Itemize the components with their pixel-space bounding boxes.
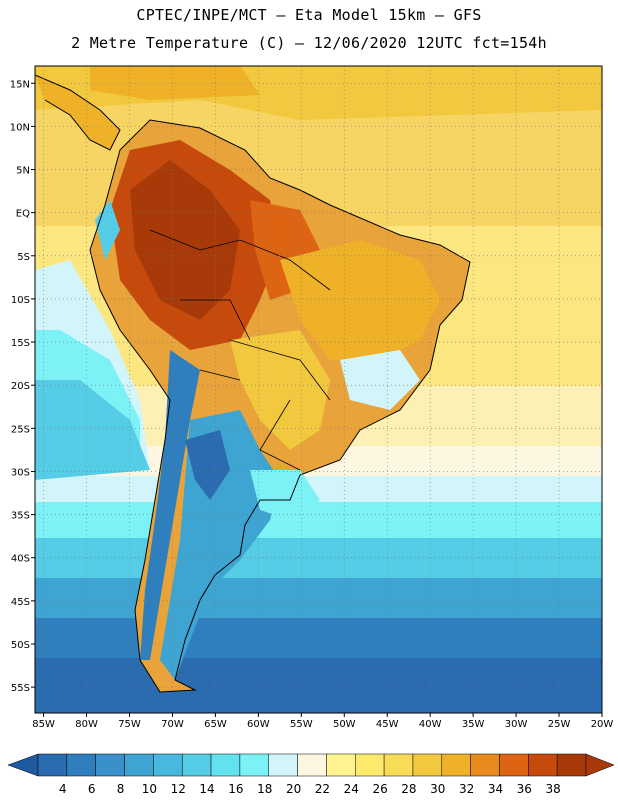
- lon-label: 85W: [32, 719, 55, 730]
- colorbar-label: 22: [315, 782, 330, 796]
- colorbar-swatch: [95, 753, 125, 777]
- map-title-line-2: 2 Metre Temperature (C) – 12/06/2020 12U…: [71, 34, 547, 52]
- lat-label: 10N: [10, 122, 30, 133]
- lon-label: 20W: [591, 719, 614, 730]
- lat-label: 10S: [11, 295, 30, 306]
- lon-label: 35W: [462, 719, 485, 730]
- colorbar-swatch: [297, 753, 327, 777]
- colorbar-label: 24: [344, 782, 359, 796]
- colorbar-label: 32: [459, 782, 474, 796]
- colorbar-label: 10: [142, 782, 157, 796]
- lat-label: 50S: [11, 640, 30, 651]
- colorbar-swatch: [153, 753, 183, 777]
- colorbar-swatch: [124, 753, 154, 777]
- colorbar-label: 16: [228, 782, 243, 796]
- colorbar-swatch: [239, 753, 269, 777]
- lat-label: 30S: [11, 467, 30, 478]
- colorbar-swatch: [412, 753, 443, 777]
- lon-label: 45W: [376, 719, 399, 730]
- colorbar-swatch: [181, 753, 212, 777]
- lon-label: 40W: [419, 719, 442, 730]
- map-gridlines: [31, 66, 603, 717]
- colorbar-label: 30: [430, 782, 445, 796]
- colorbar-swatch: [383, 753, 414, 777]
- lon-label: 75W: [118, 719, 141, 730]
- colorbar-label: 4: [59, 782, 67, 796]
- colorbar-swatch: [499, 753, 529, 777]
- colorbar-label: 38: [546, 782, 561, 796]
- colorbar-label: 34: [488, 782, 503, 796]
- colorbar: 4 6 8 10 12 14 16 18 20 22 24 26 28 30 32 34 36 38: [7, 753, 615, 796]
- lon-label: 60W: [247, 719, 270, 730]
- colorbar-min-arrow: [7, 753, 39, 777]
- lon-label: 50W: [333, 719, 356, 730]
- colorbar-swatch: [268, 753, 298, 777]
- lat-label: 55S: [11, 683, 30, 694]
- colorbar-label: 8: [117, 782, 125, 796]
- colorbar-swatch: [210, 753, 241, 777]
- latitude-labels: 15N 10N 5N EQ 5S 10S 15S 20S 25S 30S 35S 40S 45S 50S 5…: [10, 79, 30, 694]
- map-title-line-1: CPTEC/INPE/MCT – Eta Model 15km – GFS: [136, 6, 482, 24]
- colorbar-swatch: [326, 753, 356, 777]
- colorbar-swatch: [66, 753, 96, 777]
- lat-label: 15N: [10, 79, 30, 90]
- colorbar-swatch: [470, 753, 500, 777]
- colorbar-label: 12: [171, 782, 186, 796]
- colorbar-swatch: [355, 753, 385, 777]
- lat-label: 15S: [11, 338, 30, 349]
- colorbar-swatch: [37, 753, 68, 777]
- lat-label: 5S: [17, 252, 30, 263]
- lat-label: 5N: [16, 166, 30, 177]
- map-frame: [34, 65, 603, 714]
- map-field: [35, 66, 602, 713]
- lon-label: 30W: [505, 719, 528, 730]
- colorbar-label: 36: [517, 782, 532, 796]
- lon-label: 70W: [161, 719, 184, 730]
- lon-label: 65W: [204, 719, 227, 730]
- lon-label: 55W: [290, 719, 313, 730]
- lon-label: 25W: [548, 719, 571, 730]
- colorbar-swatch: [528, 753, 558, 777]
- lat-label: 35S: [11, 511, 30, 522]
- colorbar-label: 20: [286, 782, 301, 796]
- central-america-land: [35, 75, 120, 150]
- lat-label: 25S: [11, 424, 30, 435]
- colorbar-label: 18: [257, 782, 272, 796]
- lat-label: 20S: [11, 381, 30, 392]
- colorbar-label: 26: [372, 782, 387, 796]
- colorbar-swatch: [441, 753, 471, 777]
- lat-label: EQ: [16, 209, 30, 220]
- longitude-labels: 85W 80W 75W 70W 65W 60W 55W 50W 45W 40W 35W 30W 25W 2…: [32, 719, 613, 730]
- lat-label: 40S: [11, 554, 30, 565]
- colorbar-swatch: [556, 753, 587, 777]
- lon-label: 80W: [75, 719, 98, 730]
- colorbar-label: 14: [199, 782, 214, 796]
- colorbar-label: 28: [401, 782, 416, 796]
- colorbar-label: 6: [88, 782, 96, 796]
- lat-label: 45S: [11, 597, 30, 608]
- colorbar-max-arrow: [585, 753, 615, 777]
